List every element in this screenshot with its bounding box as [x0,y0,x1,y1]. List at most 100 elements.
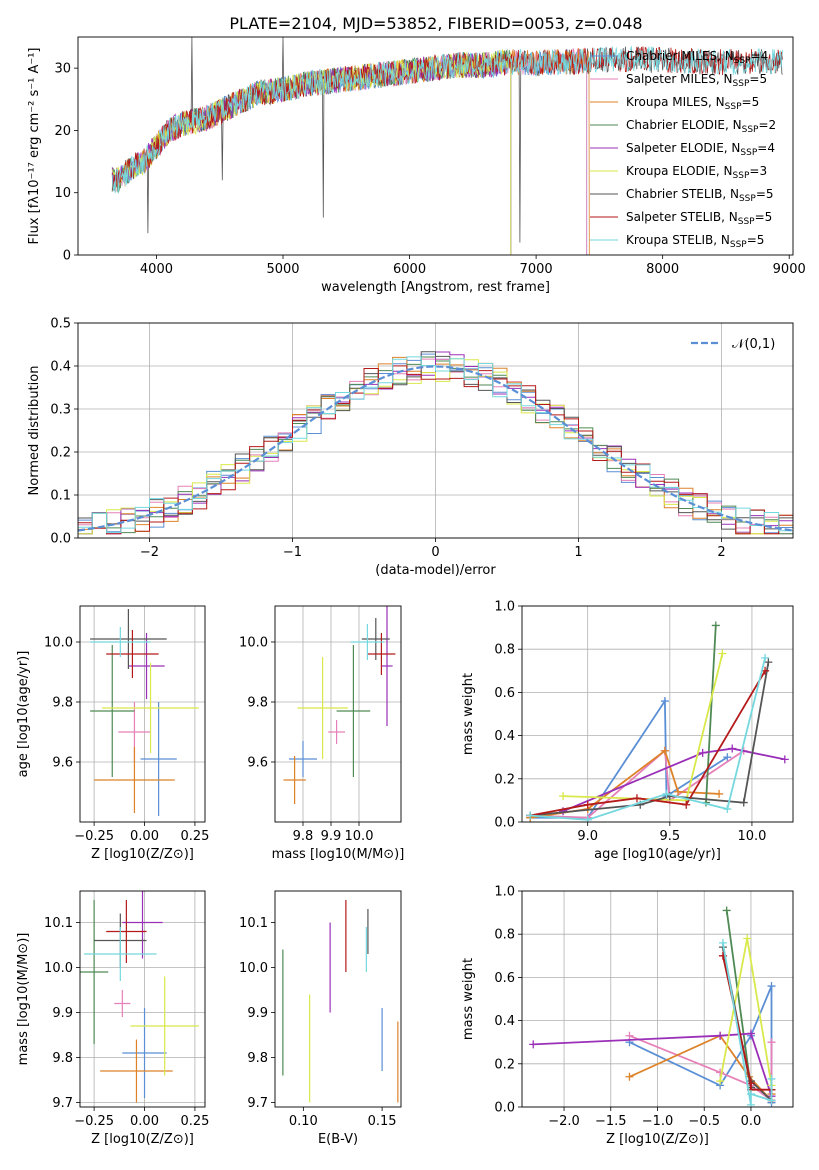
errorbar-chabrier-elodie [336,645,371,777]
data-point-marker [716,1068,725,1077]
errorbar-kroupa-stelib [350,624,385,660]
plot-area [283,606,396,804]
data-point-marker [625,1072,634,1081]
y-axis-label: Normed distribution [27,366,42,496]
errorbar-chabrier-miles [122,1008,167,1098]
data-point-marker [718,649,727,658]
series-line [629,1034,773,1103]
data-point-marker [718,938,727,947]
y-tick-label: 9.8 [52,696,73,711]
y-tick-label: 0.2 [494,772,515,787]
x-tick-label: 0.15 [368,1114,397,1129]
plot-area [111,37,783,255]
axes: −0.25 0.00 0.25 9.6 9.8 10.0 [44,606,209,844]
x-tick-label: −2.0 [548,1114,580,1129]
x-axis-label: wavelength [Angstrom, rest frame] [321,280,550,295]
y-tick-label: 0.0 [494,816,515,831]
normal-reference-curve [78,365,793,532]
errorbar-chabrier-stelib [361,618,390,660]
age-vs-metallicity-panel: −0.25 0.00 0.25 9.6 9.8 10.0 Z [log10(Z/Z⊙)] ag… [16,605,209,862]
series-salpeter-elodie [529,1029,776,1101]
data-point-marker [739,798,748,807]
data-point-marker [761,653,770,662]
y-tick-label: 0.5 [50,317,71,332]
data-point-marker [625,1031,634,1040]
x-tick-label: −1.0 [642,1114,674,1129]
series-kroupa-elodie [716,934,776,1090]
errorbar-kroupa-elodie [297,657,348,759]
x-tick-label: 10.0 [737,829,766,844]
plot-area [282,900,399,1103]
data-point-marker [780,755,789,764]
errorbar-kroupa-elodie [130,976,199,1076]
x-tick-label: −0.25 [74,1114,114,1129]
spectrum-line-salpeter-stelib [111,46,783,191]
x-tick-label: 0.00 [130,829,159,844]
mass-vs-extinction-panel: 0.10 0.15 9.7 9.8 9.9 10.0 10.1 E(B-V) [239,890,402,1147]
legend-entry-kroupa-miles: Kroupa MILES, NSSP=5 [626,95,759,112]
y-tick-label: 9.7 [52,1096,73,1111]
y-tick-label: 10.0 [44,636,73,651]
axes: −0.25 0.00 0.25 9.7 9.8 9.9 10.0 10.1 [44,891,209,1129]
data-point-marker [746,1029,755,1038]
axes-frame [77,36,794,256]
errorbar-chabrier-miles [289,741,317,777]
plot-area [526,621,789,822]
data-point-marker [583,815,592,822]
y-tick-label: 9.8 [52,1051,73,1066]
plot-area [80,891,199,1103]
y-tick-label: 10.0 [239,961,268,976]
data-point-marker [723,805,732,814]
axes-frame [274,605,402,823]
errorbar-kroupa-miles [94,747,175,813]
y-tick-label: 10.0 [239,636,268,651]
x-axis-label: (data-model)/error [375,563,496,578]
y-tick-label: 9.9 [52,1006,73,1021]
data-point-marker [529,1040,538,1049]
y-tick-label: 9.6 [52,756,73,771]
mass-weight-vs-age-panel: 9.0 9.5 10.0 0.0 0.2 0.4 0.6 0.8 1.0 age [log10(a… [461,600,794,862]
y-tick-label: 0.1 [50,489,71,504]
errorbar-kroupa-elodie [102,663,199,753]
x-tick-label: 0.10 [289,1114,318,1129]
x-tick-label: 9.0 [577,829,598,844]
errorbar-salpeter-stelib [367,633,396,675]
data-point-marker [728,744,737,753]
y-tick-label: 10.0 [44,961,73,976]
y-tick-label: 0.3 [50,403,71,418]
y-tick-label: 0.0 [50,532,71,547]
errorbar-salpeter-elodie [122,891,163,959]
x-tick-label: 8000 [646,262,679,277]
data-point-marker [746,1090,755,1099]
data-point-marker [526,811,535,820]
errorbar-salpeter-miles [114,990,131,1017]
data-point-marker [711,621,720,630]
data-point-marker [767,982,776,991]
errorbar-salpeter-elodie [381,606,393,726]
y-tick-label: 0.8 [494,928,515,943]
y-axis-label: Flux [fλ10⁻¹⁷ erg cm⁻² s⁻¹ A⁻¹] [27,48,42,245]
data-point-marker [716,1077,725,1086]
spectrum-line-kroupa-stelib [111,45,783,194]
y-tick-label: 9.7 [247,1096,268,1111]
x-tick-label: 10.0 [345,829,374,844]
legend-entry-normal: 𝒩(0,1) [732,337,775,352]
data-point-marker [559,792,568,801]
series-kroupa-stelib [526,653,770,822]
data-point-marker [583,800,592,809]
x-axis-label: Z [log10(Z/Z⊙)] [91,1132,194,1147]
series-line [705,625,717,803]
x-axis-label: Z [log10(Z/Z⊙)] [606,1132,709,1147]
histogram-kroupa-stelib [78,356,793,533]
y-tick-label: 10 [54,186,71,201]
y-tick-label: 9.8 [247,1051,268,1066]
y-tick-label: 0.4 [494,729,515,744]
x-tick-label: 0.00 [130,1114,159,1129]
x-tick-label: 0.25 [180,829,209,844]
x-tick-label: 2 [717,545,725,560]
x-axis-label: age [log10(age/yr)] [594,847,721,862]
x-tick-label: 0.0 [741,1114,762,1129]
errorbar-kroupa-stelib [84,927,157,981]
y-tick-label: 30 [54,62,71,77]
axes: 9.8 9.9 10.09.69.810.0 [239,606,401,844]
